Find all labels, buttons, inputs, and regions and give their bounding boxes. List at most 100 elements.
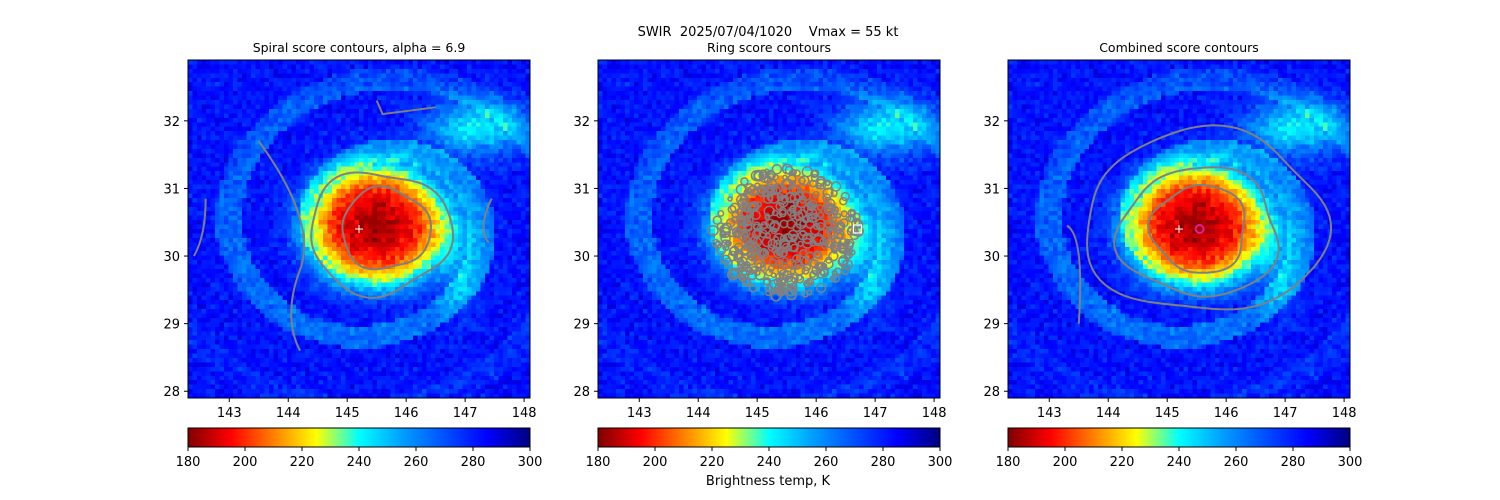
contour-line: [727, 250, 739, 262]
contour-line: [845, 251, 853, 260]
contour-line: [815, 182, 822, 190]
colorbar-tick-label: 300: [518, 455, 543, 470]
contour-line: [193, 198, 207, 257]
contour-line: [840, 210, 848, 218]
contour-line: [792, 199, 800, 206]
contour-line: [721, 222, 733, 234]
contour-line: [767, 185, 778, 196]
colorbar-tick-label: 260: [1224, 455, 1249, 470]
contour-line: [739, 276, 746, 283]
contour-line: [812, 190, 820, 199]
y-tick-label: 29: [573, 318, 590, 333]
panel-title: Ring score contours: [707, 40, 831, 55]
y-tick-label: 32: [983, 115, 1000, 130]
center-marker: [852, 224, 863, 234]
contour-line: [778, 209, 787, 218]
contour-line: [745, 240, 753, 247]
contour-line: [820, 268, 830, 278]
contour-line: [1066, 224, 1082, 324]
contour-line: [783, 232, 793, 243]
contour-line: [742, 220, 753, 231]
x-tick-label: 143: [627, 406, 652, 421]
contour-line: [1086, 124, 1333, 311]
y-tick-label: 29: [983, 318, 1000, 333]
x-tick-label: 146: [804, 406, 829, 421]
contour-line: [816, 203, 824, 211]
colorbar-gradient: [187, 427, 531, 448]
contour-line: [798, 175, 810, 187]
contour-line: [765, 284, 774, 293]
x-tick-label: 146: [394, 406, 419, 421]
contour-line: [797, 209, 808, 219]
contour-line: [782, 178, 794, 190]
panel-title: Combined score contours: [1099, 40, 1259, 55]
contour-line: [829, 275, 836, 281]
contour-line: [789, 204, 797, 212]
contour-line: [715, 244, 727, 256]
y-tick-label: 31: [573, 182, 590, 197]
colorbar-tick-label: 240: [1167, 455, 1192, 470]
colorbar-tick-label: 220: [1110, 455, 1135, 470]
x-tick-label: 147: [863, 406, 888, 421]
contour-line: [801, 266, 810, 275]
contour-line: [767, 265, 775, 272]
colorbar: 180 200 220 240 260 280 300: [176, 427, 543, 470]
colorbar-tick-label: 200: [1053, 455, 1078, 470]
contour-line: [717, 209, 725, 217]
panel-combined: Combined score contours 143 144 145 146 147 14…: [983, 40, 1362, 470]
contour-line: [815, 282, 827, 294]
x-tick-label: 144: [276, 406, 301, 421]
contour-line: [757, 248, 770, 260]
brightness-temp-image: [188, 60, 531, 399]
contour-line: [819, 237, 828, 246]
contour-line: [779, 234, 788, 243]
contour-line: [789, 192, 801, 204]
score-contours: [1066, 124, 1333, 324]
colorbar-tick-label: 300: [928, 455, 953, 470]
contour-line: [792, 254, 802, 264]
contour-line: [763, 194, 773, 205]
colorbar-label: Brightness temp, K: [706, 474, 831, 489]
contour-line: [801, 237, 813, 249]
x-tick-label: 144: [1096, 406, 1121, 421]
contour-line: [1113, 166, 1280, 298]
contour-line: [731, 210, 740, 219]
panel-title: Spiral score contours, alpha = 6.9: [253, 40, 466, 55]
colorbar-tick-label: 280: [871, 455, 896, 470]
colorbar-tick-label: 280: [1281, 455, 1306, 470]
contour-line: [745, 256, 756, 267]
axes: [1007, 59, 1351, 399]
contour-line: [760, 221, 769, 230]
score-contours: [193, 100, 493, 352]
colorbar-gradient: [597, 427, 941, 448]
contour-line: [786, 258, 797, 269]
colorbar-tick-label: 260: [814, 455, 839, 470]
contour-line: [745, 187, 752, 194]
y-tick-label: 32: [163, 115, 180, 130]
x-tick-label: 144: [686, 406, 711, 421]
y-tick-label: 30: [163, 250, 180, 265]
colorbar-tick-label: 200: [643, 455, 668, 470]
contour-line: [1147, 183, 1246, 274]
contour-line: [830, 222, 839, 231]
contour-line: [810, 169, 819, 179]
x-tick-label: 148: [1332, 406, 1357, 421]
contour-line: [760, 223, 772, 235]
contour-line: [837, 256, 848, 267]
contour-line: [776, 277, 786, 288]
contour-line: [759, 248, 768, 257]
contour-line: [809, 271, 817, 278]
contour-line: [773, 236, 780, 243]
contour-line: [847, 208, 857, 218]
contour-line: [753, 171, 765, 182]
contour-line: [793, 169, 801, 177]
x-tick-label: 145: [335, 406, 360, 421]
contour-line: [828, 251, 839, 262]
contour-line: [773, 287, 780, 294]
colorbar-tick-label: 220: [700, 455, 725, 470]
contour-line: [781, 251, 788, 258]
contour-line: [760, 261, 767, 268]
contour-line: [756, 187, 766, 198]
colorbar-tick-label: 180: [996, 455, 1021, 470]
contour-line: [341, 185, 433, 271]
